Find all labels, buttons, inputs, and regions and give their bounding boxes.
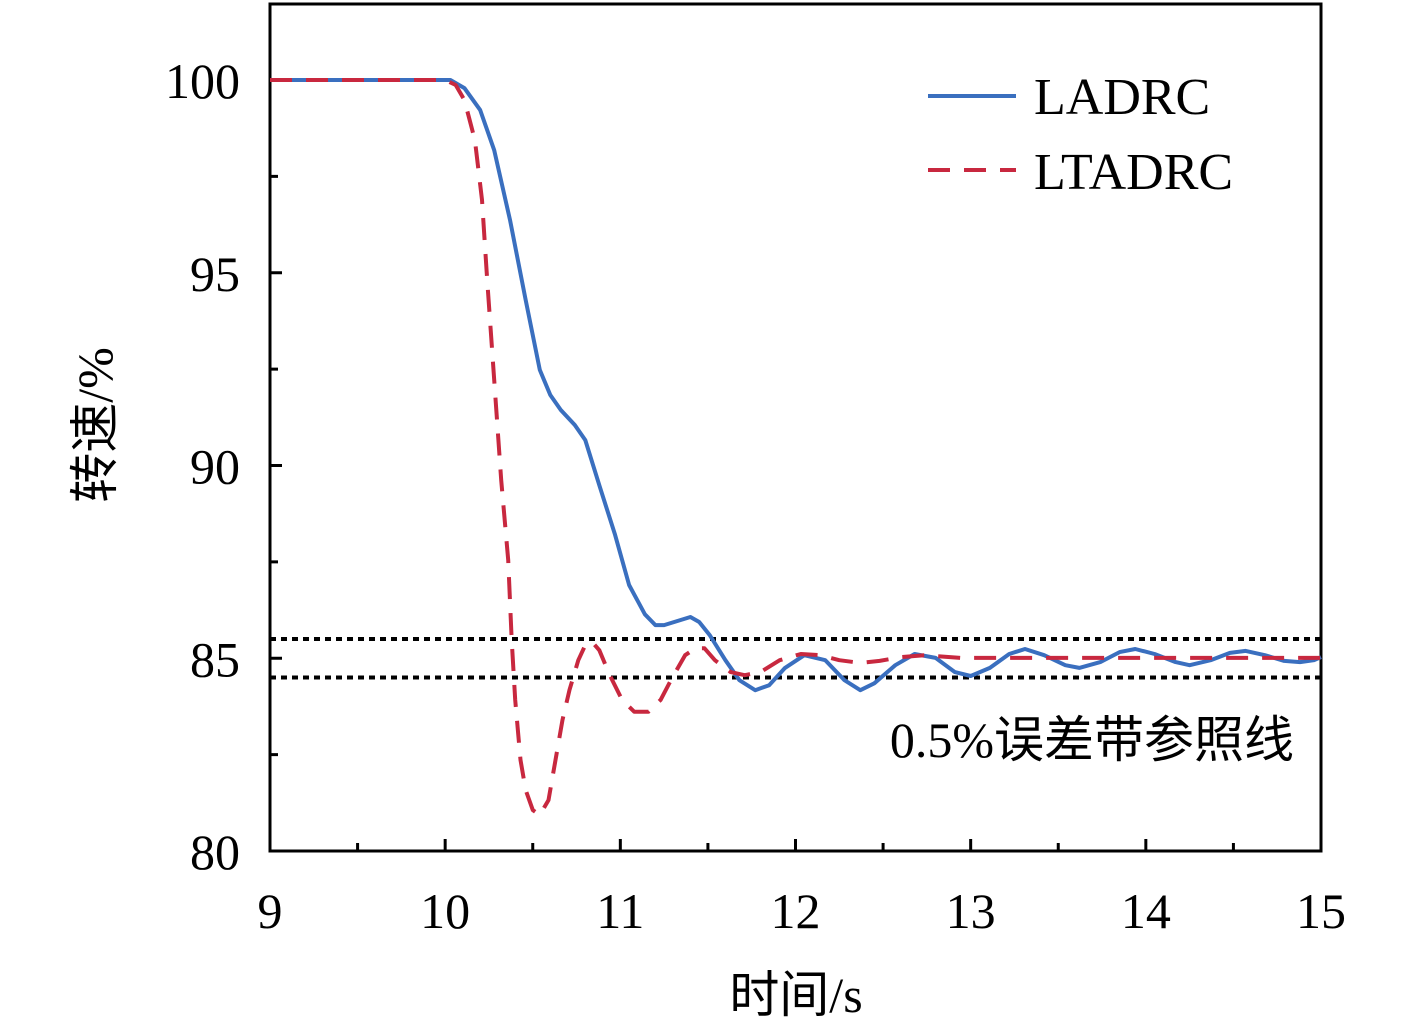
- x-tick-label: 12: [771, 883, 821, 939]
- legend-label-ltadrc: LTADRC: [1034, 144, 1233, 201]
- legend: LADRC LTADRC: [928, 69, 1233, 201]
- y-tick-label: 80: [190, 824, 240, 880]
- y-tick-label: 95: [190, 246, 240, 302]
- x-tick-label: 13: [946, 883, 996, 939]
- x-tick-label: 15: [1296, 883, 1346, 939]
- x-tick-label: 11: [596, 883, 644, 939]
- x-tick-label: 9: [258, 883, 283, 939]
- x-axis-title: 时间/s: [729, 967, 862, 1023]
- y-tick-label: 100: [165, 53, 240, 109]
- series-line-ladrc: [270, 78, 1322, 693]
- series-line-ltadrc: [270, 78, 1321, 818]
- x-tick-label: 10: [420, 883, 470, 939]
- legend-label-ladrc: LADRC: [1034, 69, 1210, 126]
- series-group: [270, 78, 1322, 818]
- tick-labels: 9 10 11 12 13 14 15 80 85 90 95 100: [165, 53, 1346, 939]
- y-tick-label: 90: [190, 439, 240, 495]
- x-tick-label: 14: [1121, 883, 1171, 939]
- y-tick-label: 85: [190, 631, 240, 687]
- annotation-error-band: 0.5%误差带参照线: [890, 712, 1294, 768]
- y-axis-title: 转速/%: [67, 347, 123, 503]
